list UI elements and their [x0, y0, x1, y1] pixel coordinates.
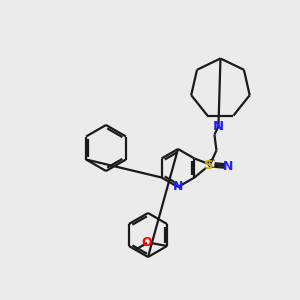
- Text: S: S: [204, 159, 213, 172]
- Text: N: N: [173, 181, 183, 194]
- Text: O: O: [142, 236, 152, 250]
- Text: N: N: [213, 120, 224, 133]
- Text: C: C: [206, 158, 214, 171]
- Text: N: N: [223, 160, 234, 173]
